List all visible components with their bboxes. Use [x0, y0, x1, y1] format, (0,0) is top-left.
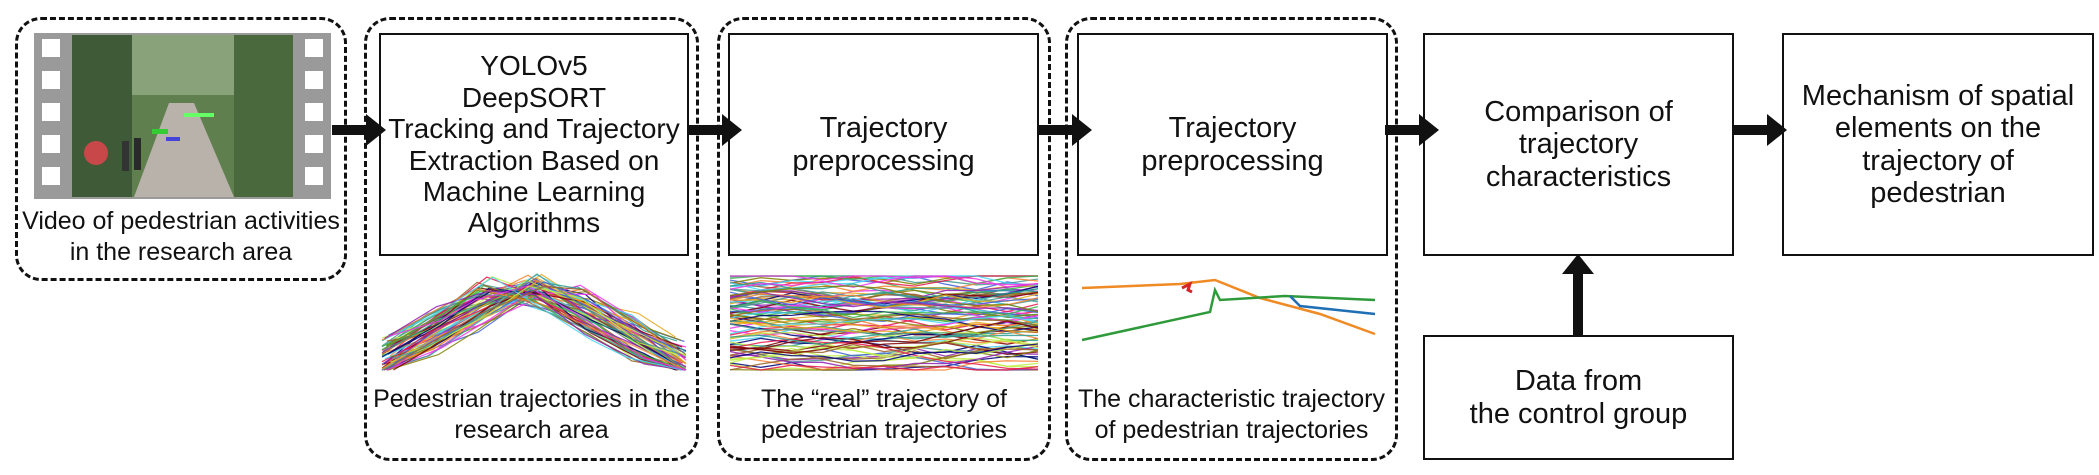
- trajectory-squiggle: [389, 285, 687, 371]
- trajectory-line-blue: [1289, 295, 1376, 316]
- trajectory-squiggle: [730, 282, 1038, 301]
- trajectory-squiggle: [388, 291, 687, 371]
- control-group-box: Data from the control group: [1423, 335, 1734, 460]
- arrow-stage1-to-stage2: [688, 114, 742, 146]
- stage1-box: YOLOv5 DeepSORT Tracking and Trajectory …: [379, 33, 689, 256]
- stage1-trajectory-plot: [380, 272, 688, 372]
- trajectory-squiggle: [730, 285, 1038, 313]
- comparison-box: Comparison of trajectory characteristics: [1423, 33, 1734, 256]
- trajectory-squiggle: [730, 299, 1038, 319]
- trajectory-line-green: [1081, 286, 1376, 342]
- arrow-video-to-stage1: [332, 114, 386, 146]
- trajectory-squiggle: [730, 328, 1038, 346]
- arrow-stage2-to-stage3: [1038, 114, 1092, 146]
- trajectory-line-orange: [1081, 278, 1376, 336]
- trajectory-squiggle: [730, 364, 1038, 371]
- stage3-trajectory-plot: [1080, 276, 1385, 346]
- trajectory-squiggle: [730, 275, 1038, 288]
- trajectory-squiggle: [730, 275, 1038, 290]
- video-group: [15, 17, 347, 281]
- trajectory-squiggle: [730, 345, 1038, 370]
- trajectory-squiggle: [730, 315, 1038, 335]
- trajectory-squiggle: [730, 293, 1038, 309]
- stage2-group: [717, 17, 1051, 461]
- trajectory-squiggle: [385, 285, 687, 371]
- stage2-trajectory-plot: [730, 274, 1038, 372]
- stage1-caption: Pedestrian trajectories in the research …: [373, 385, 690, 445]
- trajectory-squiggle: [730, 291, 1038, 307]
- trajectory-squiggle: [381, 290, 676, 371]
- trajectory-line-red: [1181, 281, 1193, 294]
- trajectory-squiggle: [730, 337, 1038, 360]
- trajectory-squiggle: [730, 349, 1038, 371]
- trajectory-squiggle: [730, 317, 1038, 334]
- trajectory-squiggle: [390, 276, 683, 371]
- mechanism-box: Mechanism of spatial elements on the tra…: [1782, 33, 2094, 256]
- trajectory-squiggle: [390, 279, 687, 363]
- stage2-title: Trajectory preprocessing: [792, 112, 975, 177]
- mechanism-text: Mechanism of spatial elements on the tra…: [1801, 79, 2075, 209]
- stage3-caption: The characteristic trajectory of pedestr…: [1077, 385, 1386, 445]
- arrow-comparison-to-mechanism: [1733, 114, 1787, 146]
- trajectory-squiggle: [730, 320, 1038, 354]
- trajectory-squiggle: [381, 277, 685, 371]
- stage3-box: Trajectory preprocessing: [1077, 33, 1388, 256]
- trajectory-squiggle: [730, 337, 1038, 357]
- arrow-control-to-comparison: [1562, 254, 1594, 336]
- stage1-title: YOLOv5 DeepSORT Tracking and Trajectory …: [388, 50, 680, 239]
- trajectory-squiggle: [381, 280, 687, 370]
- trajectory-squiggle: [730, 326, 1038, 350]
- trajectory-squiggle: [730, 281, 1038, 302]
- stage1-group: [364, 17, 699, 461]
- video-thumbnail: [34, 33, 331, 199]
- trajectory-squiggle: [730, 291, 1038, 312]
- arrow-stage3-to-comparison: [1385, 114, 1439, 146]
- trajectory-squiggle: [730, 310, 1038, 324]
- trajectory-squiggle: [730, 355, 1038, 371]
- trajectory-squiggle: [730, 342, 1038, 360]
- film-strip: [34, 33, 331, 199]
- trajectory-squiggle: [730, 320, 1038, 336]
- stage3-title: Trajectory preprocessing: [1141, 112, 1324, 177]
- trajectory-squiggle: [730, 308, 1038, 327]
- stage2-box: Trajectory preprocessing: [728, 33, 1039, 256]
- stage3-group: [1065, 17, 1398, 461]
- video-caption: Video of pedestrian activities in the re…: [22, 207, 340, 267]
- trajectory-squiggle: [730, 343, 1038, 362]
- trajectory-squiggle: [730, 314, 1038, 334]
- stage2-caption: The “real” trajectory of pedestrian traj…: [761, 385, 1007, 445]
- trajectory-squiggle: [392, 273, 680, 360]
- comparison-text: Comparison of trajectory characteristics: [1484, 95, 1673, 193]
- control-group-text: Data from the control group: [1469, 365, 1688, 430]
- trajectory-squiggle: [384, 290, 685, 371]
- trajectory-squiggle: [383, 285, 682, 371]
- trajectory-squiggle: [381, 288, 687, 371]
